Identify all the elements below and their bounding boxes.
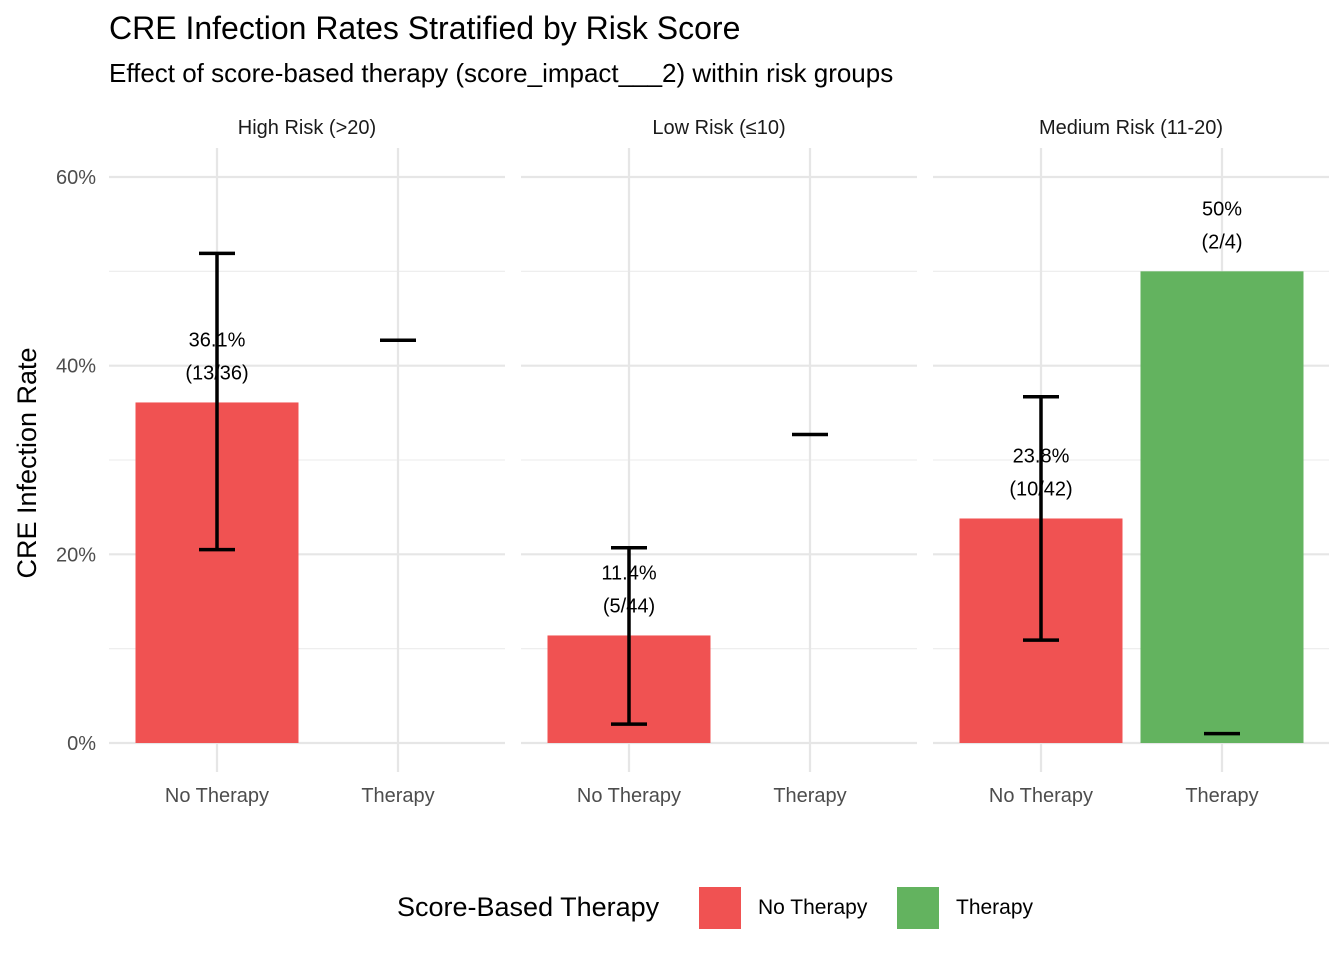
chart-subtitle: Effect of score-based therapy (score_imp… bbox=[109, 58, 894, 88]
data-label-percent: 36.1% bbox=[189, 329, 246, 351]
data-label-count: (10/42) bbox=[1009, 478, 1072, 500]
legend-key-therapy bbox=[897, 887, 939, 929]
legend-title: Score-Based Therapy bbox=[397, 892, 660, 922]
x-tick-label-no-therapy: No Therapy bbox=[989, 785, 1093, 807]
data-label-percent: 23.8% bbox=[1013, 445, 1070, 467]
x-tick-label-therapy: Therapy bbox=[1185, 785, 1258, 807]
facet-label-low-risk: Low Risk (≤10) bbox=[652, 117, 785, 139]
faceted-bar-chart: 0% 20% 40% 60% CRE Infection Rate High Risk (… bbox=[12, 117, 1329, 807]
x-tick-label-no-therapy: No Therapy bbox=[577, 785, 681, 807]
x-tick-label-no-therapy: No Therapy bbox=[165, 785, 269, 807]
bar-medium-risk-therapy bbox=[1140, 271, 1304, 743]
y-tick-label: 40% bbox=[56, 356, 96, 378]
data-label-percent: 11.4% bbox=[601, 562, 656, 584]
y-tick-label: 20% bbox=[56, 544, 96, 566]
data-label-count: (2/4) bbox=[1201, 231, 1242, 253]
legend-label-no-therapy: No Therapy bbox=[758, 896, 868, 919]
y-tick-label: 60% bbox=[56, 167, 96, 189]
chart-title: CRE Infection Rates Stratified by Risk S… bbox=[109, 10, 741, 46]
data-label-percent: 50% bbox=[1202, 198, 1242, 220]
legend: Score-Based Therapy No Therapy Therapy bbox=[0, 884, 1344, 932]
legend-label-therapy: Therapy bbox=[956, 896, 1034, 919]
x-tick-label-therapy: Therapy bbox=[361, 785, 434, 807]
x-tick-label-therapy: Therapy bbox=[773, 785, 846, 807]
facet-label-high-risk: High Risk (>20) bbox=[238, 117, 376, 139]
data-label-count: (5/44) bbox=[603, 595, 655, 617]
data-label-count: (13/36) bbox=[185, 362, 248, 384]
legend-key-no-therapy bbox=[699, 887, 741, 929]
y-axis-title: CRE Infection Rate bbox=[12, 347, 42, 578]
facet-label-medium-risk: Medium Risk (11-20) bbox=[1039, 117, 1223, 139]
y-tick-label: 0% bbox=[67, 733, 96, 755]
